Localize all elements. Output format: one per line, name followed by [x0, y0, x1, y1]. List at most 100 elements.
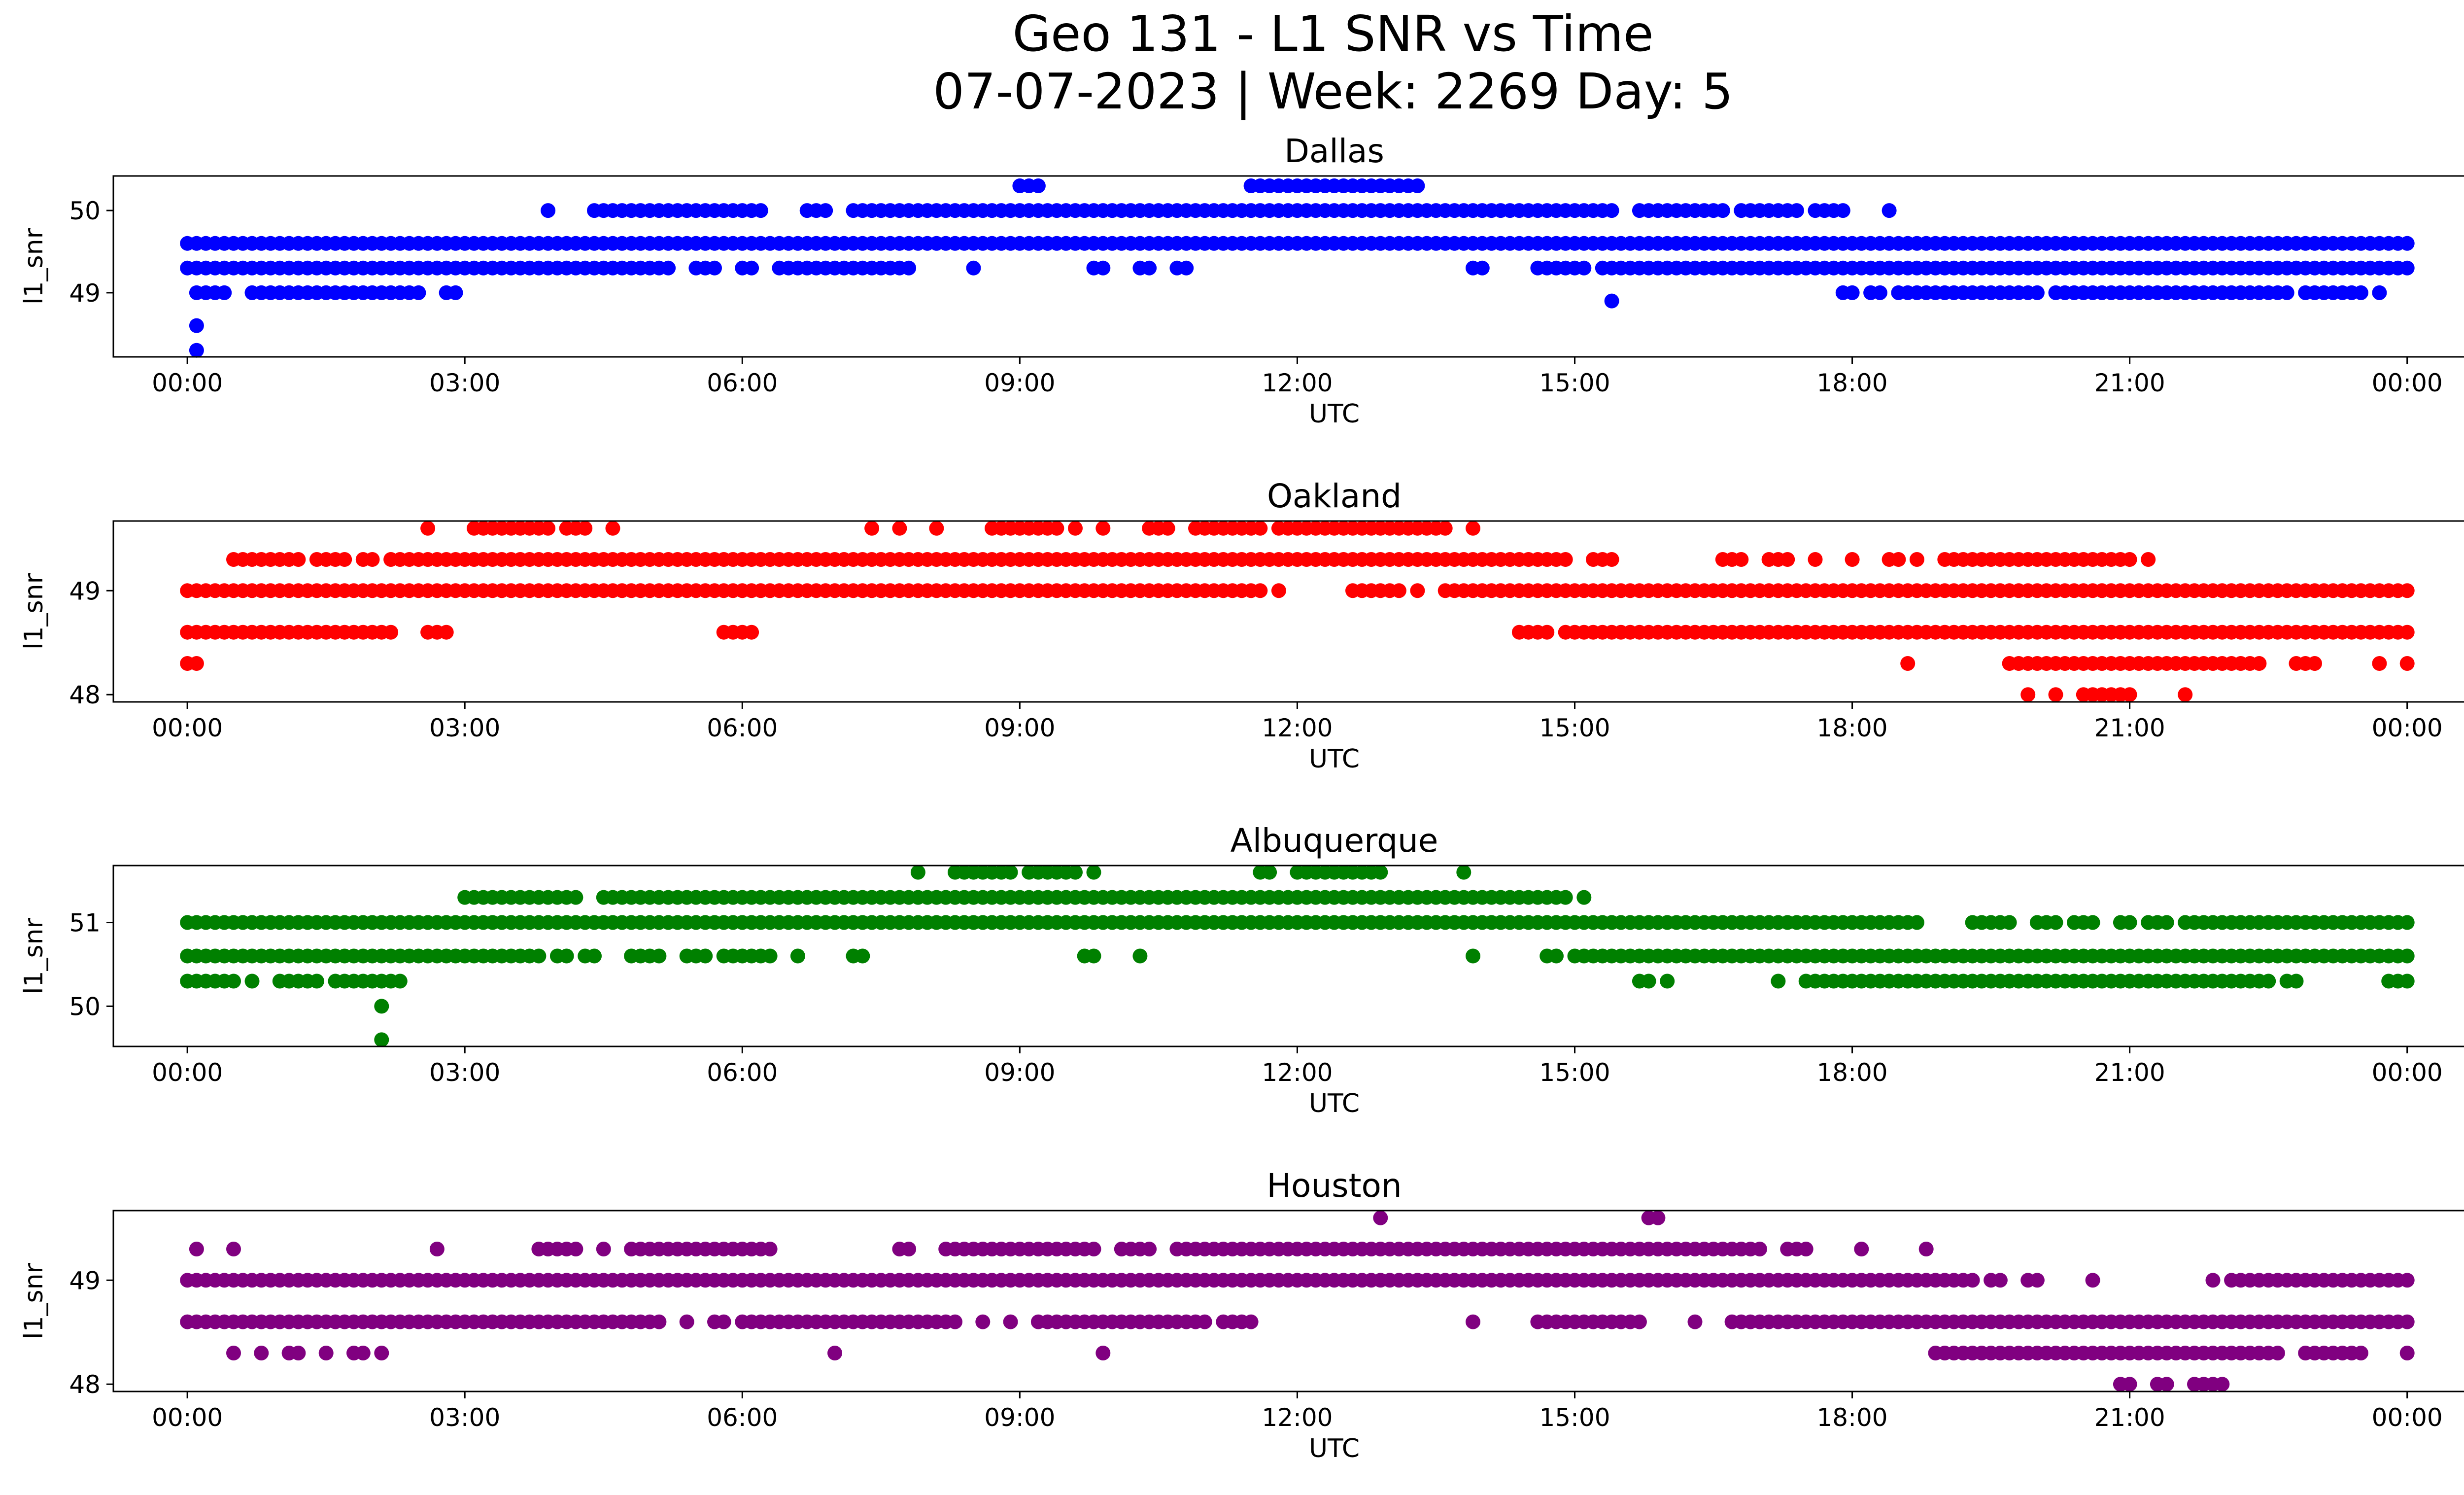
data-point: [948, 1314, 962, 1329]
subplot-title: Dallas: [1284, 132, 1384, 170]
data-point: [429, 1242, 445, 1256]
x-axis-label: UTC: [1309, 399, 1360, 429]
data-point: [2122, 915, 2137, 930]
data-point: [587, 948, 602, 964]
data-point: [1253, 521, 1268, 536]
x-tick-label: 18:00: [1817, 714, 1888, 742]
data-point: [605, 521, 620, 536]
data-point: [744, 260, 759, 276]
data-point: [1558, 890, 1573, 905]
data-point: [2159, 915, 2174, 930]
subplot-title: Albuquerque: [1231, 822, 1438, 860]
data-point: [651, 948, 667, 964]
data-point: [1030, 178, 1046, 193]
subplot-dallas: Dallas 00:00 03:00 06:00 09:00 12:00 15:00 18:0…: [19, 132, 2464, 429]
x-tick-label: 09:00: [984, 714, 1055, 742]
data-point: [2372, 656, 2387, 671]
data-point: [2399, 260, 2415, 276]
data-point: [2289, 973, 2304, 989]
subplot-houston: Houston 00:00 03:00 06:00 09:00 12:00 15:00 18:…: [19, 1167, 2464, 1463]
data-point: [864, 521, 880, 536]
data-point: [1909, 552, 1924, 567]
data-point: [1549, 948, 1564, 964]
data-point: [1049, 521, 1064, 536]
x-tick-label: 00:00: [2372, 1403, 2443, 1432]
axes-frame: [112, 865, 2464, 1047]
data-point: [1798, 1242, 1814, 1256]
data-point: [1373, 1210, 1388, 1225]
data-point: [818, 203, 833, 218]
data-point: [1243, 1314, 1259, 1329]
x-tick-label: 18:00: [1817, 1058, 1888, 1087]
data-point: [541, 203, 556, 218]
data-point: [2048, 915, 2063, 930]
y-tick-label: 50: [69, 197, 101, 225]
x-tick-label: 15:00: [1539, 1058, 1610, 1087]
data-point: [1086, 1242, 1101, 1256]
data-point: [651, 1314, 667, 1329]
x-tick-label: 00:00: [152, 1058, 223, 1087]
axes-frame: [112, 520, 2464, 703]
data-point: [2399, 973, 2415, 989]
x-tick-label: 12:00: [1262, 1403, 1333, 1432]
x-tick-label: 09:00: [984, 1403, 1055, 1432]
data-point: [1604, 552, 1619, 567]
data-point: [1734, 552, 1749, 567]
data-point: [2002, 915, 2017, 930]
data-point: [1095, 1346, 1111, 1360]
x-tick-label: 18:00: [1817, 369, 1888, 397]
data-point: [1179, 260, 1194, 276]
x-tick-label: 03:00: [429, 1403, 500, 1432]
data-point: [2122, 687, 2137, 702]
subplot-title: Houston: [1266, 1167, 1402, 1205]
y-tick-label: 49: [69, 577, 101, 605]
data-point: [975, 1314, 991, 1329]
x-tick-label: 21:00: [2094, 714, 2165, 742]
data-point: [753, 203, 768, 218]
data-point: [189, 656, 204, 671]
data-point: [596, 1242, 611, 1256]
data-point: [1410, 178, 1425, 193]
y-axis-label: l1_snr: [19, 573, 49, 650]
data-point: [559, 948, 574, 964]
data-point: [2029, 1273, 2045, 1288]
x-tick-label: 00:00: [2372, 714, 2443, 742]
data-point: [291, 1346, 306, 1360]
data-point: [1576, 890, 1592, 905]
data-point: [1095, 521, 1111, 536]
y-tick-label: 50: [69, 992, 101, 1021]
data-point: [2085, 1273, 2100, 1288]
data-point: [1003, 865, 1018, 880]
data-point: [716, 1314, 731, 1329]
data-point: [1068, 521, 1083, 536]
data-point: [411, 285, 426, 300]
x-tick-label: 15:00: [1539, 1403, 1610, 1432]
series-points: [180, 865, 2415, 1047]
data-point: [762, 948, 778, 964]
data-point: [1660, 973, 1675, 989]
x-axis-label: UTC: [1309, 744, 1360, 774]
data-point: [762, 1242, 778, 1256]
data-point: [1466, 521, 1480, 536]
data-point: [2399, 236, 2415, 251]
data-point: [679, 1314, 694, 1329]
data-point: [2205, 1273, 2221, 1288]
x-tick-label: 03:00: [429, 369, 500, 397]
x-tick-label: 12:00: [1262, 1058, 1333, 1087]
data-point: [291, 552, 306, 567]
data-point: [1576, 260, 1592, 276]
data-point: [2048, 687, 2063, 702]
data-point: [226, 1346, 241, 1360]
data-point: [661, 260, 676, 276]
x-tick-label: 09:00: [984, 1058, 1055, 1087]
data-point: [2399, 656, 2415, 671]
figure-title-line2: 07-07-2023 | Week: 2269 Day: 5: [933, 63, 1733, 120]
data-point: [531, 948, 547, 964]
data-point: [2353, 1346, 2368, 1360]
data-point: [1160, 521, 1175, 536]
x-axis-label: UTC: [1309, 1434, 1360, 1463]
data-point: [827, 1346, 842, 1360]
x-tick-label: 00:00: [152, 714, 223, 742]
data-point: [1003, 1314, 1018, 1329]
